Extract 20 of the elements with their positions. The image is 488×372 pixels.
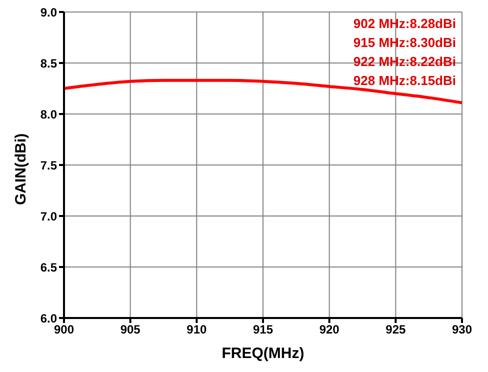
x-tick-label: 910 — [186, 322, 207, 337]
y-axis-title: GAIN(dBi) — [12, 133, 30, 205]
y-tick-label: 6.5 — [40, 260, 58, 274]
x-tick-label: 915 — [252, 322, 274, 337]
x-tick-label: 920 — [319, 322, 340, 337]
y-tick-label: 6.0 — [40, 311, 58, 326]
x-tick-label: 905 — [120, 322, 141, 337]
y-tick-label: 9.0 — [40, 5, 58, 20]
annotation: 915 MHz:8.30dBi — [353, 34, 456, 52]
y-tick-label: 8.5 — [40, 56, 58, 70]
x-tick-label: 930 — [452, 322, 472, 337]
x-tick-label: 900 — [54, 322, 74, 337]
annotation: 922 MHz:8.22dBi — [353, 53, 456, 71]
annotation: 902 MHz:8.28dBi — [353, 15, 456, 33]
y-tick-label: 8.0 — [40, 107, 58, 122]
y-tick-label: 7.5 — [40, 158, 58, 172]
x-tick-label: 925 — [386, 322, 406, 337]
annotation: 928 MHz:8.15dBi — [353, 72, 456, 90]
y-tick-label: 7.0 — [40, 209, 58, 224]
x-axis-title: FREQ(MHz) — [222, 345, 304, 362]
